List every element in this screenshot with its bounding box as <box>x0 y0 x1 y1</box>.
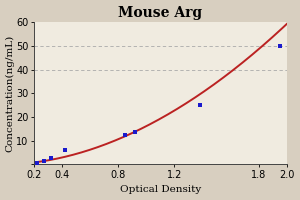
Point <box>197 103 202 107</box>
Point <box>277 44 282 47</box>
Point <box>133 131 137 134</box>
Y-axis label: Concentration(ng/mL): Concentration(ng/mL) <box>6 35 15 152</box>
Title: Mouse Arg: Mouse Arg <box>118 6 202 20</box>
Point <box>49 156 53 159</box>
Point <box>41 160 46 163</box>
Point <box>123 133 128 136</box>
Point <box>62 149 67 152</box>
Point <box>34 162 39 165</box>
X-axis label: Optical Density: Optical Density <box>120 185 201 194</box>
